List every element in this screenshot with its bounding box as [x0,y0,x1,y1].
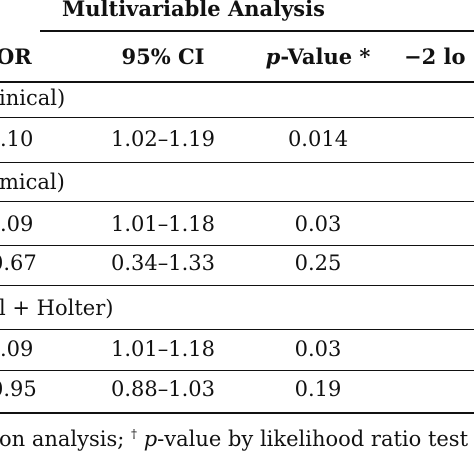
row-or: 0.95 [0,377,37,401]
row-ci: 0.34–1.33 [110,251,216,275]
row-pvalue: 0.25 [294,251,342,275]
row-rule [0,285,474,286]
col-header-ci: 95% CI [121,44,205,69]
col-header-p-rest: -Value * [280,44,371,69]
row-pvalue: 0.03 [294,212,342,236]
row-rule [0,162,474,163]
header-rule [0,81,474,83]
row-or: .09 [0,337,34,361]
col-header-pvalue: p-Value * [266,45,371,69]
table-bottom-rule [0,412,474,414]
row-or: .10 [0,127,34,151]
row-rule [0,245,474,246]
section-label: mical) [0,170,65,194]
section-label: inical) [0,86,66,110]
row-pvalue: 0.03 [294,337,342,361]
section-rule [0,201,474,202]
col-header-log: −2 lo [404,44,466,69]
footnote-text: on analysis; [0,427,132,451]
row-ci: 0.88–1.03 [110,377,216,401]
section-rule [0,329,474,330]
row-or: .09 [0,212,34,236]
row-pvalue: 0.014 [287,127,349,151]
row-ci: 1.02–1.19 [110,127,216,151]
row-pvalue: 0.19 [294,377,342,401]
row-ci: 1.01–1.18 [110,212,216,236]
table-heading: Multivariable Analysis [62,0,325,21]
footnote-text: -value by likelihood ratio test vs. [157,427,474,451]
col-header-or: OR [0,44,32,69]
footnote-p-letter: p [143,427,158,451]
section-label: l + Holter) [0,296,114,320]
section-rule [0,117,474,118]
row-ci: 1.01–1.18 [110,337,216,361]
row-or: 0.67 [0,251,37,275]
heading-underline [40,30,474,32]
table-footnote: on analysis; † p-value by likelihood rat… [0,422,474,451]
footnote-dagger: † [131,427,138,441]
row-rule [0,370,474,371]
col-header-p-letter: p [265,44,281,69]
